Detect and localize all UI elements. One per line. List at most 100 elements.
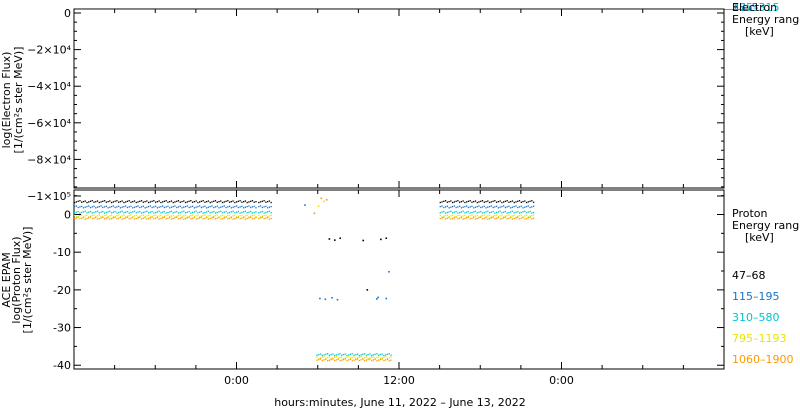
proton-point (110, 212, 113, 214)
proton-point (328, 356, 331, 358)
proton-point (342, 357, 345, 360)
proton-point (154, 205, 157, 207)
proton-point (270, 214, 272, 216)
proton-point (469, 212, 471, 214)
proton-point (176, 206, 178, 209)
proton-point (121, 200, 123, 202)
proton-point (376, 353, 378, 355)
proton-point (385, 237, 388, 240)
proton-point (503, 211, 505, 213)
proton-point (167, 217, 169, 219)
proton-point (200, 216, 203, 218)
proton-point (485, 215, 487, 218)
proton-point (385, 356, 387, 358)
proton-point (190, 215, 192, 217)
proton-point (363, 356, 366, 359)
proton-point (488, 205, 491, 208)
proton-point (206, 200, 208, 203)
proton-point (139, 210, 141, 213)
proton-point (446, 205, 448, 207)
proton-point (248, 211, 250, 213)
proton-point (250, 206, 252, 209)
proton-point (365, 359, 367, 361)
proton-point (255, 207, 257, 209)
proton-point (91, 215, 93, 217)
proton-point (82, 215, 85, 218)
proton-point (169, 200, 171, 203)
proton-point (118, 214, 120, 216)
proton-point (243, 200, 245, 203)
proton-point (147, 201, 150, 204)
proton-point (193, 207, 196, 209)
proton-point (488, 201, 491, 204)
proton-point (388, 270, 390, 273)
proton-point (206, 215, 208, 218)
proton-point (116, 206, 118, 208)
proton-point (214, 212, 217, 214)
proton-point (499, 206, 501, 208)
proton-point (209, 214, 211, 216)
proton-point (388, 353, 390, 355)
electron-plot-frame (73, 8, 725, 189)
proton-point (162, 205, 164, 207)
proton-point (318, 358, 320, 361)
proton-point (441, 211, 443, 213)
proton-point (213, 210, 215, 213)
proton-point (513, 217, 515, 220)
proton-point (93, 205, 95, 207)
proton-point (137, 205, 139, 207)
proton-point (531, 200, 533, 202)
proton-point (494, 200, 496, 202)
proton-point (213, 216, 215, 218)
proton-point (125, 217, 127, 219)
proton-point (93, 201, 95, 203)
proton-point (503, 201, 505, 203)
proton-point (467, 210, 470, 213)
proton-point (328, 359, 331, 361)
proton-point (334, 356, 336, 358)
proton-point (144, 216, 146, 219)
proton-point (261, 216, 263, 218)
proton-point (174, 211, 176, 213)
proton-point (100, 201, 102, 203)
proton-point (204, 201, 206, 203)
proton-point (258, 205, 260, 208)
proton-point (341, 356, 343, 358)
proton-point (193, 200, 196, 203)
proton-point (344, 357, 346, 359)
proton-point (102, 206, 104, 209)
proton-point (466, 201, 468, 203)
proton-point (251, 218, 254, 220)
proton-point (102, 200, 104, 202)
proton-point (337, 358, 339, 360)
proton-point (270, 201, 272, 204)
proton-point (494, 212, 496, 214)
proton-point (162, 211, 164, 213)
proton-legend-subtitle: Energy range (732, 219, 800, 232)
proton-point (153, 215, 155, 217)
proton-point (82, 200, 85, 203)
proton-point (167, 211, 169, 214)
proton-point (466, 216, 468, 218)
proton-point (230, 200, 232, 203)
proton-point (176, 210, 178, 213)
proton-point (128, 200, 130, 202)
proton-point (331, 296, 333, 299)
proton-point (223, 211, 225, 213)
proton-point (198, 205, 201, 207)
proton-point (133, 206, 136, 208)
y-tick-label: 0 (64, 7, 71, 20)
proton-point (478, 216, 480, 218)
proton-point (332, 358, 334, 360)
proton-legend-title: Proton (732, 207, 767, 220)
proton-point (237, 215, 240, 217)
proton-point (497, 216, 500, 219)
proton-point (330, 357, 332, 360)
proton-point (235, 217, 238, 219)
proton-point (353, 354, 355, 356)
proton-point (126, 206, 129, 209)
proton-point (198, 201, 201, 203)
proton-point (360, 354, 362, 356)
proton-point (372, 356, 375, 358)
proton-legend-item: 310–580 (732, 311, 780, 324)
